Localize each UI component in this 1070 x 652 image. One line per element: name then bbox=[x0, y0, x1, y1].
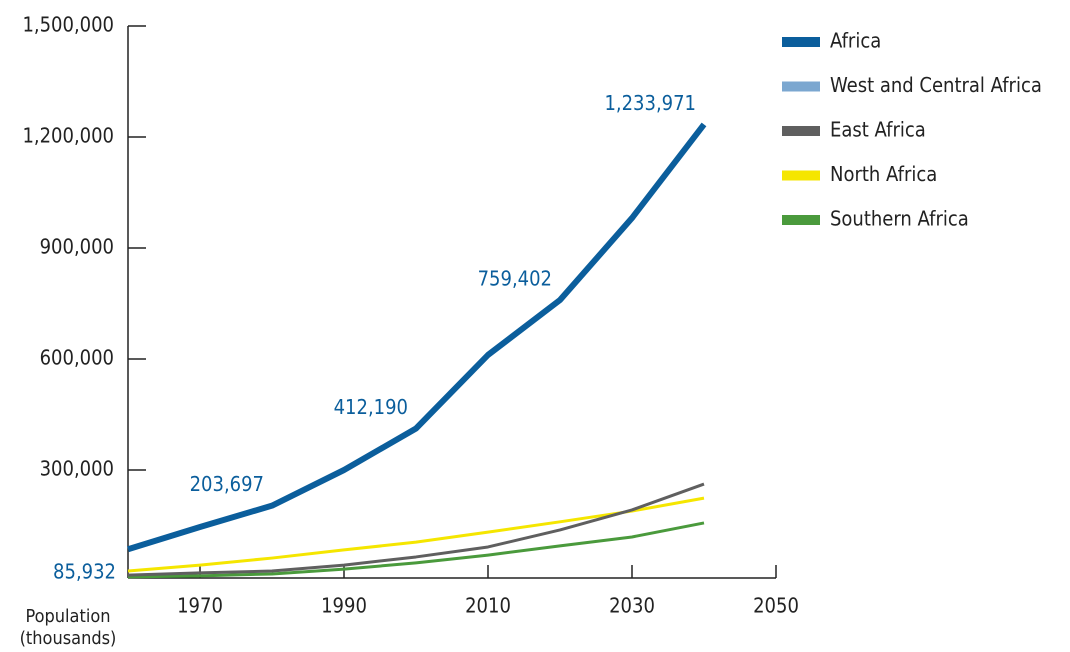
data-label: 203,697 bbox=[190, 472, 264, 496]
x-tick-label: 2030 bbox=[609, 594, 655, 618]
y-tick-label: 1,200,000 bbox=[22, 124, 114, 148]
y-tick-label: 300,000 bbox=[40, 457, 114, 481]
series-line bbox=[127, 482, 705, 577]
legend-label: Southern Africa bbox=[830, 207, 969, 231]
data-label: 759,402 bbox=[478, 267, 552, 291]
x-tick-label: 2010 bbox=[465, 594, 511, 618]
data-label: 85,932 bbox=[53, 560, 116, 584]
y-axis-label: Population (thousands) bbox=[19, 606, 117, 649]
series-line bbox=[127, 521, 705, 579]
legend-swatch bbox=[782, 126, 820, 136]
legend-swatch bbox=[782, 37, 820, 47]
legend-swatch bbox=[782, 81, 820, 92]
series-line bbox=[127, 122, 707, 553]
legend-label: West and Central Africa bbox=[830, 73, 1042, 97]
legend-label: East Africa bbox=[830, 118, 926, 142]
data-label: 1,233,971 bbox=[604, 91, 696, 115]
x-tick-label: 1990 bbox=[321, 594, 367, 618]
y-tick-label: 1,500,000 bbox=[22, 13, 114, 37]
x-tick-label: 2050 bbox=[753, 594, 799, 618]
y-tick-label: 600,000 bbox=[40, 346, 114, 370]
x-tick-label: 1970 bbox=[177, 594, 223, 618]
data-label: 412,190 bbox=[334, 395, 408, 419]
y-tick-label: 900,000 bbox=[40, 235, 114, 259]
series-line bbox=[127, 496, 705, 573]
legend-label: North Africa bbox=[830, 162, 937, 186]
legend-swatch bbox=[782, 170, 820, 181]
legend-swatch bbox=[782, 215, 820, 225]
legend-label: Africa bbox=[830, 29, 881, 53]
